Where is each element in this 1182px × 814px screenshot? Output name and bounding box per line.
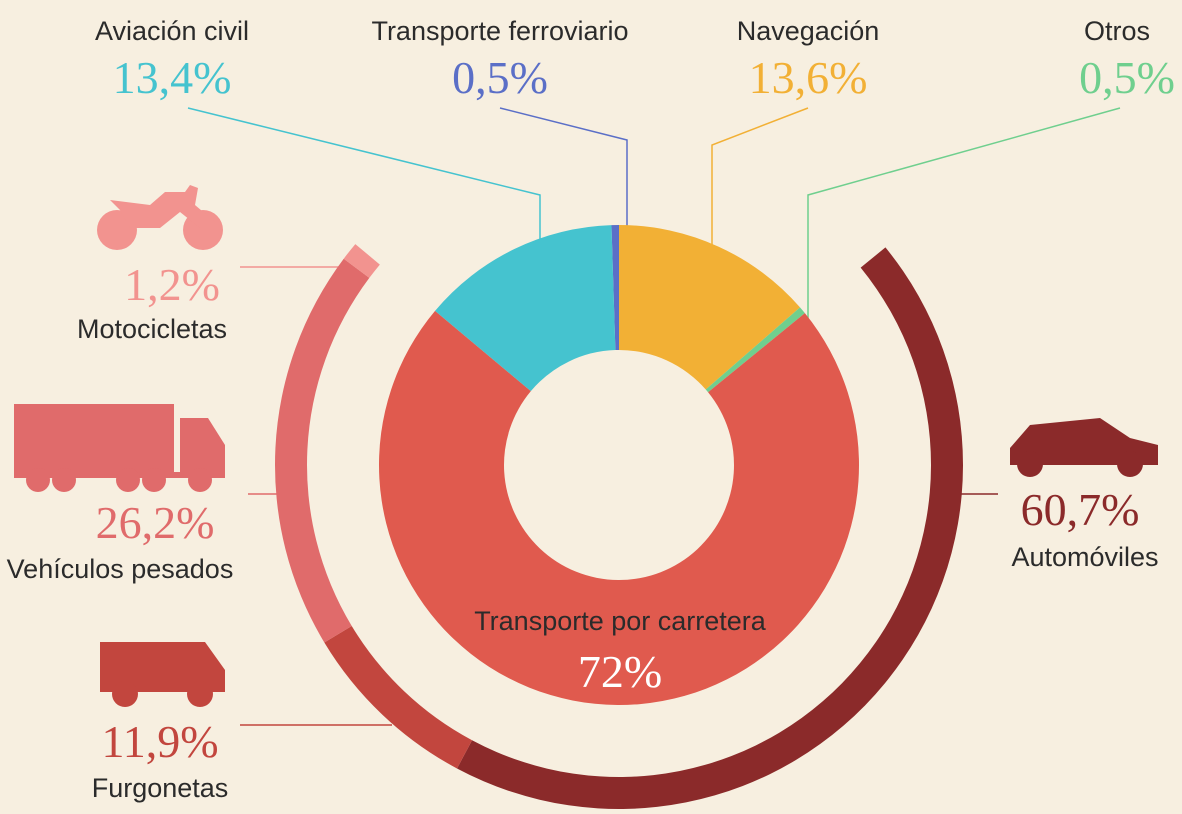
value-label: 72%: [578, 646, 662, 697]
value-label: 26,2%: [96, 497, 215, 548]
category-label: Automóviles: [1011, 542, 1158, 572]
pie-slice: [611, 225, 619, 351]
pie-slice: [379, 310, 860, 705]
truck-icon: [14, 404, 225, 492]
van-icon: [100, 642, 225, 707]
value-label: 13,6%: [749, 52, 868, 103]
value-label: 11,9%: [101, 716, 218, 767]
labels: Aviación civil 13,4% Transporte ferroviari…: [7, 16, 1175, 803]
pie-slice: [619, 225, 801, 390]
leader-line: [187, 107, 541, 255]
ring-segment: [457, 247, 963, 809]
ring-segment: [343, 244, 380, 278]
pie-slice: [705, 307, 805, 393]
category-label: Motocicletas: [77, 314, 227, 344]
leader-lines: [187, 107, 1121, 726]
car-icon: [1010, 418, 1158, 477]
pie-slice: [435, 225, 616, 392]
leader-line: [807, 107, 1121, 338]
category-label: Vehículos pesados: [7, 554, 234, 584]
leader-line: [499, 107, 628, 245]
value-label: 0,5%: [1079, 52, 1175, 103]
ring-segment: [324, 625, 473, 769]
motorcycle-icon: [97, 185, 223, 250]
category-label: Transporte por carretera: [474, 606, 767, 636]
category-label: Furgonetas: [92, 773, 229, 803]
rings: [275, 225, 963, 809]
leader-line: [711, 107, 809, 262]
category-label: Otros: [1084, 16, 1150, 46]
value-label: 13,4%: [113, 52, 232, 103]
icons: [14, 185, 1158, 707]
category-label: Transporte ferroviario: [371, 16, 628, 46]
value-label: 1,2%: [124, 259, 220, 310]
value-label: 60,7%: [1021, 484, 1140, 535]
category-label: Navegación: [737, 16, 880, 46]
ring-segment: [275, 258, 370, 643]
category-label: Aviación civil: [95, 16, 249, 46]
value-label: 0,5%: [452, 52, 548, 103]
